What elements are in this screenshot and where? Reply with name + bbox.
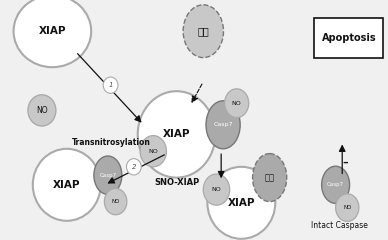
Ellipse shape: [33, 149, 100, 221]
Ellipse shape: [183, 5, 223, 58]
Text: Transnitrosylation: Transnitrosylation: [72, 138, 151, 147]
Text: NO: NO: [36, 106, 48, 115]
Text: SNO-XIAP: SNO-XIAP: [154, 178, 199, 187]
Ellipse shape: [208, 167, 275, 239]
Ellipse shape: [126, 159, 141, 175]
Text: 1: 1: [108, 82, 113, 88]
Ellipse shape: [336, 194, 359, 221]
Text: Casp7: Casp7: [99, 173, 116, 178]
Ellipse shape: [28, 95, 56, 126]
Text: NO: NO: [111, 199, 120, 204]
Ellipse shape: [322, 166, 350, 204]
Text: 小肽: 小肽: [265, 173, 275, 182]
Ellipse shape: [225, 89, 249, 118]
Text: XIAP: XIAP: [39, 26, 66, 36]
Text: NO: NO: [343, 205, 352, 210]
Ellipse shape: [138, 91, 215, 178]
Text: Intact Caspase: Intact Caspase: [311, 221, 368, 230]
Ellipse shape: [206, 101, 240, 149]
Text: Casp7: Casp7: [213, 122, 233, 127]
Ellipse shape: [203, 174, 230, 205]
Text: XIAP: XIAP: [53, 180, 80, 190]
Ellipse shape: [94, 156, 122, 194]
Text: XIAP: XIAP: [228, 198, 255, 208]
Text: –: –: [343, 158, 348, 168]
FancyBboxPatch shape: [314, 18, 383, 58]
Ellipse shape: [253, 154, 287, 202]
Ellipse shape: [104, 188, 127, 215]
Text: NO: NO: [211, 187, 222, 192]
Text: 2: 2: [132, 164, 136, 170]
Text: 小肽: 小肽: [197, 26, 209, 36]
Ellipse shape: [103, 77, 118, 93]
Text: Casp7: Casp7: [327, 182, 344, 187]
Ellipse shape: [140, 136, 166, 167]
Text: XIAP: XIAP: [163, 129, 190, 139]
Text: Apoptosis: Apoptosis: [322, 33, 376, 43]
Text: NO: NO: [232, 101, 242, 106]
Ellipse shape: [14, 0, 91, 67]
Text: NO: NO: [148, 149, 158, 154]
